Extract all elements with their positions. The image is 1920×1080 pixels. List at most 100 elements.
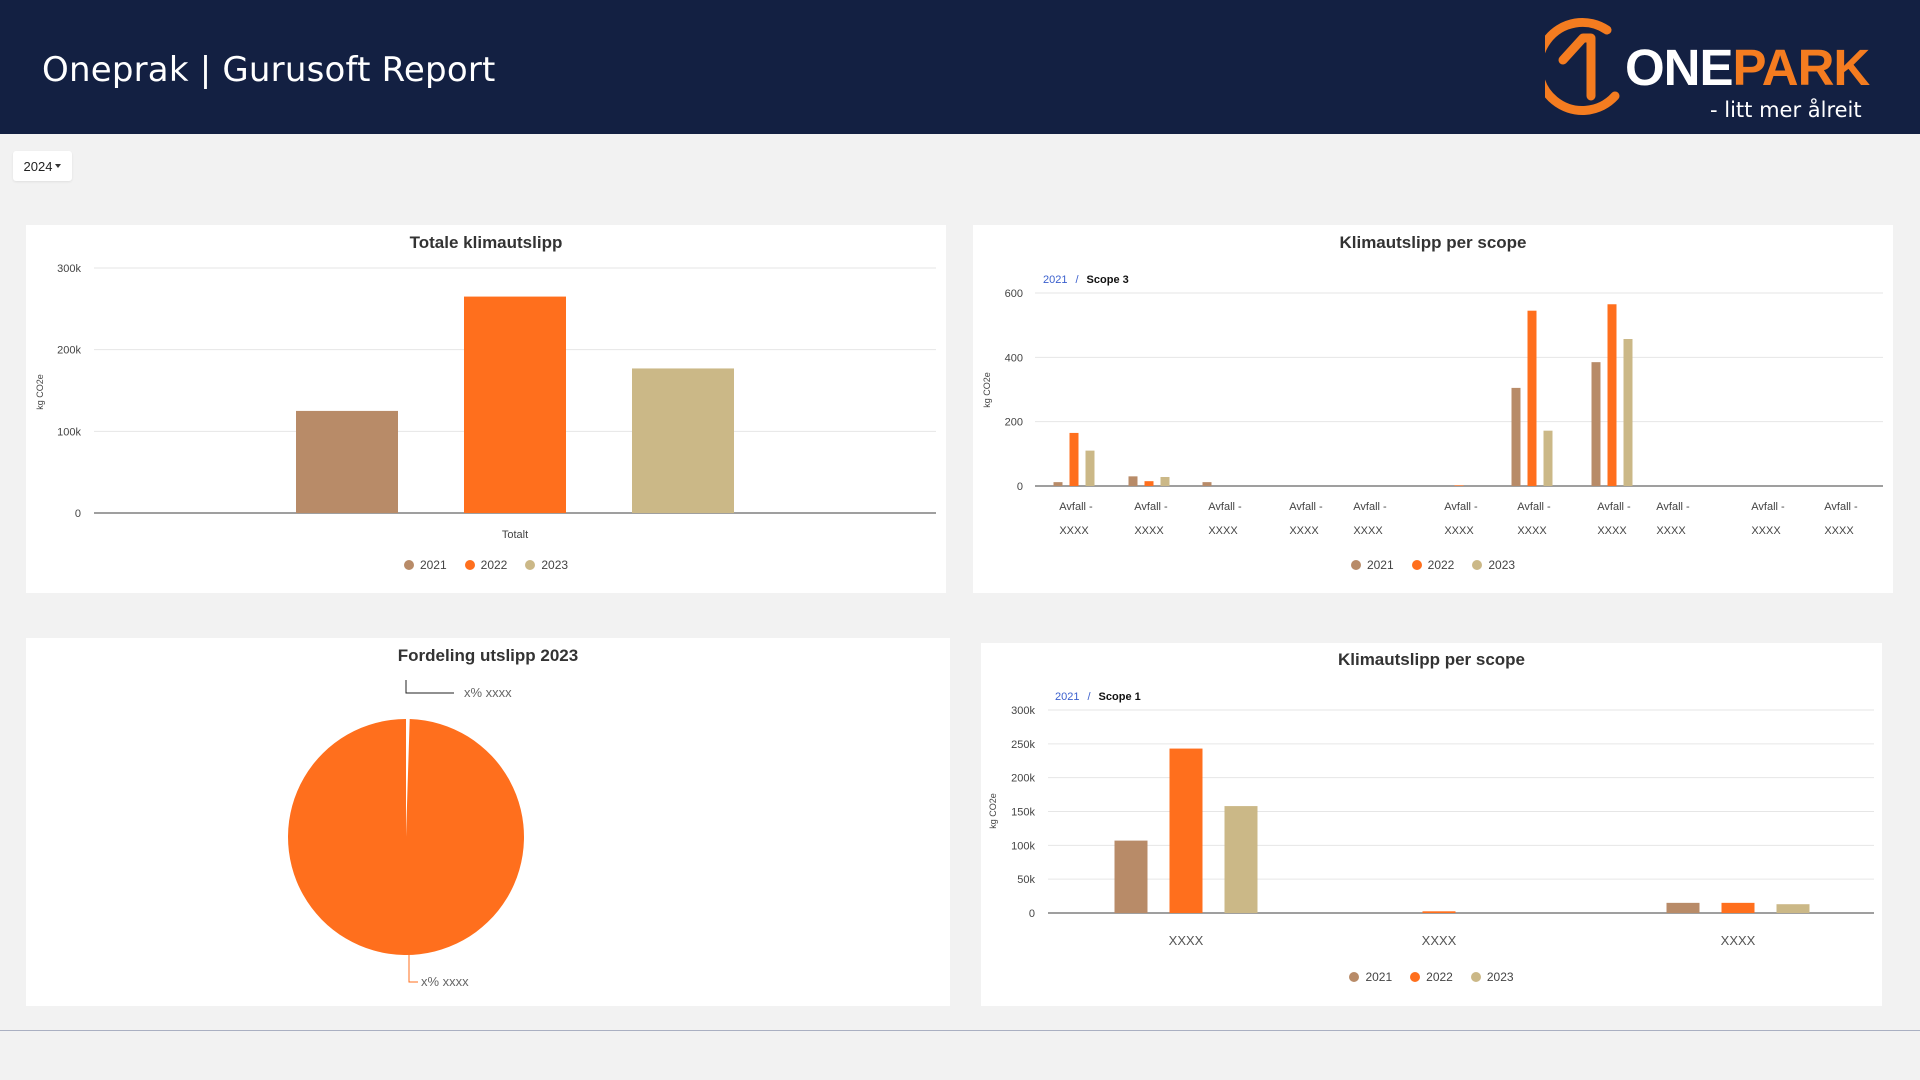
bar-2023 — [1623, 338, 1633, 486]
y-tick-label: 100k — [1011, 840, 1035, 852]
legend-item-2021[interactable]: 2021 — [1349, 970, 1392, 984]
x-tick-label: XXXX — [1597, 525, 1627, 537]
x-tick-label: Totalt — [502, 529, 528, 541]
breadcrumb-link-2021[interactable]: 2021 — [1055, 691, 1080, 703]
legend-item-2021[interactable]: 2021 — [1350, 558, 1394, 572]
x-tick-label: XXXX — [1353, 525, 1383, 537]
scope3-emissions-card: Klimautslipp per scope 2021 / Scope 3 kg… — [973, 225, 1893, 593]
y-tick-label: 0 — [1017, 481, 1023, 493]
chart-legend: 2021 2022 2023 — [973, 558, 1893, 572]
bar-2023 — [1085, 450, 1095, 486]
bar-2022 — [464, 296, 566, 513]
x-tick-label: XXXX — [1208, 525, 1238, 537]
x-tick-label: XXXX — [1656, 525, 1686, 537]
bar-2021 — [1202, 482, 1212, 486]
total-emissions-card: Totale klimautslipp kg CO2e 300k 200k 100k… — [26, 225, 946, 593]
x-tick-label: Avfall - — [1289, 501, 1323, 513]
x-tick-label: Avfall - — [1059, 501, 1093, 513]
x-tick-label: Avfall - — [1597, 501, 1631, 513]
x-tick-label: XXXX — [1059, 525, 1089, 537]
footer-divider — [0, 1030, 1920, 1031]
x-tick-label: Avfall - — [1656, 501, 1690, 513]
onepark-logo: ONEPARK - litt mer ålreit — [1545, 16, 1870, 124]
bar-2022 — [1527, 310, 1537, 486]
pie-label-bottom: x% xxxx — [421, 974, 469, 989]
chart-legend: 2021 2022 2023 — [981, 970, 1882, 984]
legend-item-2021[interactable]: 2021 — [403, 558, 447, 572]
scope1-emissions-chart: kg CO2e 300k 250k 200k 150k 100k 50k 0 XXXX XXX… — [988, 705, 1874, 948]
legend-item-2022[interactable]: 2022 — [1410, 970, 1453, 984]
bar-2022 — [1169, 748, 1203, 913]
y-tick-label: 100k — [57, 426, 81, 438]
legend-item-2022[interactable]: 2022 — [464, 558, 507, 572]
x-tick-label: XXXX — [1422, 933, 1457, 948]
x-tick-label: XXXX — [1824, 525, 1854, 537]
y-axis-label: kg CO2e — [35, 374, 45, 410]
breadcrumb-link-2021[interactable]: 2021 — [1043, 274, 1068, 286]
chart-title: Klimautslipp per scope — [1337, 650, 1526, 669]
bar-2021 — [1511, 387, 1521, 486]
x-tick-label: Avfall - — [1751, 501, 1785, 513]
y-tick-label: 250k — [1011, 739, 1035, 751]
bar-2021 — [1591, 362, 1601, 486]
x-tick-label: XXXX — [1289, 525, 1319, 537]
bar-2021 — [296, 410, 398, 513]
breadcrumb-current: Scope 1 — [1098, 691, 1141, 703]
bar-2022 — [1454, 485, 1464, 486]
bar-2021 — [1666, 902, 1700, 913]
bar-2023 — [1160, 476, 1170, 486]
bar-2023 — [1543, 430, 1553, 486]
x-tick-label: XXXX — [1517, 525, 1547, 537]
bar-2023 — [632, 368, 734, 513]
y-tick-label: 200 — [1005, 417, 1023, 429]
x-tick-label: XXXX — [1444, 525, 1474, 537]
breadcrumb: 2021 / Scope 3 — [1043, 274, 1129, 286]
y-tick-label: 0 — [75, 508, 81, 520]
chart-title: Totale klimautslipp — [409, 233, 563, 252]
x-tick-label: Avfall - — [1208, 501, 1242, 513]
y-tick-label: 300k — [1011, 705, 1035, 717]
y-tick-label: 600 — [1005, 288, 1023, 300]
pie-slice — [405, 718, 411, 838]
legend-item-2023[interactable]: 2023 — [1472, 558, 1515, 572]
x-tick-label: Avfall - — [1134, 501, 1168, 513]
emission-distribution-chart: x% xxxx x% xxxx — [288, 680, 525, 989]
onepark-logo-icon — [1545, 17, 1620, 115]
scope3-emissions-chart: kg CO2e 600 400 200 0 Avfall - XXXX Avfall - X… — [982, 288, 1883, 537]
legend-item-2023[interactable]: 2023 — [525, 558, 568, 572]
x-tick-label: XXXX — [1751, 525, 1781, 537]
scope1-emissions-card: Klimautslipp per scope 2021 / Scope 1 kg… — [981, 643, 1882, 1006]
bar-2021 — [1053, 482, 1063, 486]
y-tick-label: 50k — [1017, 874, 1035, 886]
y-tick-label: 300k — [57, 263, 81, 275]
page-title: Oneprak | Gurusoft Report — [42, 50, 496, 90]
bar-2022 — [1144, 481, 1154, 486]
year-filter-dropdown[interactable]: 2024 — [13, 151, 72, 181]
bar-2022 — [1422, 911, 1456, 913]
emission-distribution-card: Fordeling utslipp 2023 x% xxxx x% xxxx — [26, 638, 950, 1006]
x-tick-label: XXXX — [1169, 933, 1204, 948]
bar-2022 — [1721, 902, 1755, 913]
year-filter-value: 2024 — [23, 158, 53, 174]
x-tick-label: Avfall - — [1353, 501, 1387, 513]
pie-label-top: x% xxxx — [464, 685, 512, 700]
total-emissions-chart: kg CO2e 300k 200k 100k 0 Totalt — [35, 263, 936, 541]
pie-slice — [288, 719, 525, 955]
chevron-down-icon — [55, 164, 62, 168]
y-axis-label: kg CO2e — [982, 372, 992, 408]
y-tick-label: 200k — [57, 345, 81, 357]
chart-title: Klimautslipp per scope — [1339, 233, 1527, 252]
logo-wordmark: ONEPARK — [1625, 39, 1870, 96]
y-tick-label: 0 — [1029, 908, 1035, 920]
bar-2022 — [1607, 304, 1617, 486]
x-tick-label: Avfall - — [1824, 501, 1858, 513]
x-tick-label: XXXX — [1134, 525, 1164, 537]
y-axis-label: kg CO2e — [988, 793, 998, 829]
legend-item-2022[interactable]: 2022 — [1411, 558, 1454, 572]
bar-2023 — [1224, 806, 1258, 913]
legend-item-2023[interactable]: 2023 — [1470, 970, 1514, 984]
y-tick-label: 200k — [1011, 773, 1035, 785]
bar-2022 — [1069, 432, 1079, 486]
x-tick-label: Avfall - — [1517, 501, 1551, 513]
chart-title: Fordeling utslipp 2023 — [397, 646, 579, 665]
